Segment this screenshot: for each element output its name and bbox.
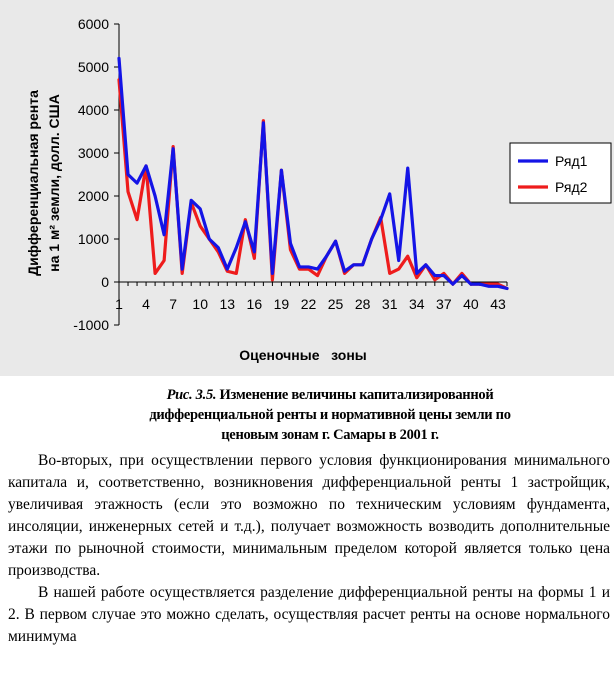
y-tick-label: 0 — [101, 274, 109, 290]
body-text: Во-вторых, при осуществлении первого усл… — [8, 450, 610, 648]
y-axis-label-line2: на 1 м² земли, долл. США — [46, 94, 62, 272]
x-tick-label: 34 — [409, 296, 425, 312]
y-tick-label: 5000 — [78, 59, 109, 75]
x-tick-label: 43 — [490, 296, 506, 312]
y-tick-label: 4000 — [78, 102, 109, 118]
paragraph-2: В нашей работе осуществляется разделение… — [8, 584, 610, 645]
caption-line-2: дифференциальной ренты и нормативной цен… — [149, 407, 511, 423]
x-tick-label: 37 — [436, 296, 452, 312]
y-tick-label: -1000 — [73, 317, 109, 333]
legend-box — [509, 142, 612, 204]
y-tick-label: 3000 — [78, 145, 109, 161]
x-tick-label: 4 — [142, 296, 150, 312]
legend-label: Ряд1 — [555, 153, 588, 169]
x-tick-label: 22 — [301, 296, 317, 312]
x-axis-label: Оценочные зоны — [239, 347, 367, 363]
x-tick-label: 10 — [192, 296, 208, 312]
y-tick-label: 1000 — [78, 231, 109, 247]
y-tick-label: 2000 — [78, 188, 109, 204]
x-tick-label: 25 — [328, 296, 344, 312]
y-tick-label: 6000 — [78, 16, 109, 32]
legend-label: Ряд2 — [555, 179, 588, 195]
x-tick-label: 13 — [219, 296, 235, 312]
x-tick-label: 28 — [355, 296, 371, 312]
paragraph-1: Во-вторых, при осуществлении первого усл… — [8, 452, 610, 579]
legend: Ряд1 Ряд2 — [509, 142, 612, 204]
x-tick-label: 40 — [463, 296, 479, 312]
x-tick-label: 7 — [169, 296, 177, 312]
x-tick-label: 19 — [274, 296, 290, 312]
figure-caption: Рис. 3.5. Изменение величины капитализир… — [90, 385, 570, 445]
figure-number: Рис. 3.5. — [166, 387, 217, 403]
caption-line-3: ценовым зонам г. Самары в 2001 г. — [221, 427, 439, 443]
y-axis-label: Дифференциальная рента — [25, 90, 41, 276]
caption-line-1: Изменение величины капитализированной — [216, 387, 494, 403]
series-line-1 — [117, 56, 509, 291]
x-tick-label: 31 — [382, 296, 398, 312]
x-tick-label: 16 — [247, 296, 263, 312]
